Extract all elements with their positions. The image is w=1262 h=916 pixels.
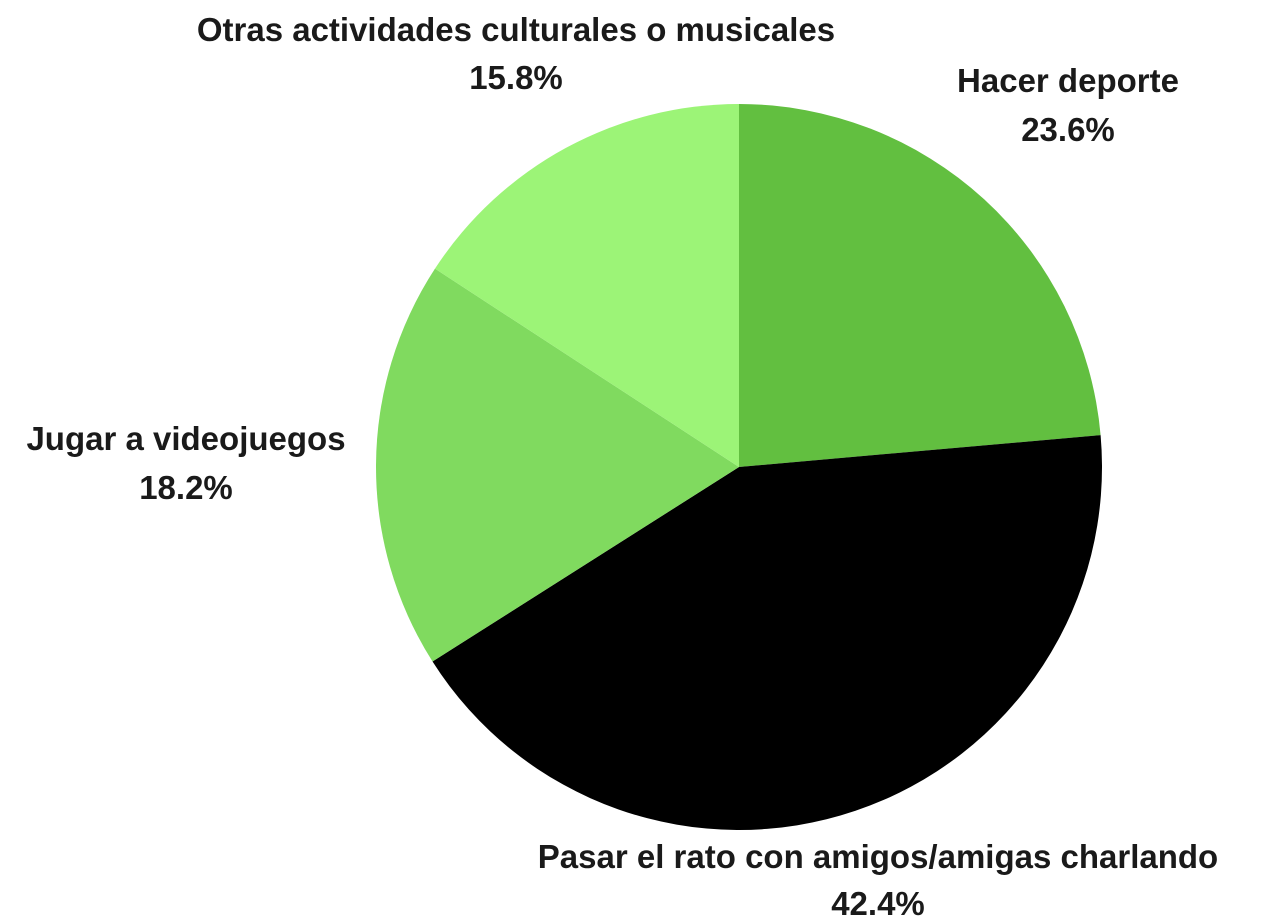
pie-slices <box>376 104 1103 831</box>
pie-slice-pasar-el-rato-con-amigos-amigas-charlando <box>432 435 1103 831</box>
pie-slice-otras-actividades-culturales-o-musicales <box>434 104 739 467</box>
pie-slice-jugar-a-videojuegos <box>376 268 739 662</box>
pie-slice-hacer-deporte <box>739 104 1101 467</box>
slice-label-otras-actividades: Otras actividades culturales o musicales <box>197 11 835 48</box>
slice-label-hacer-deporte: Hacer deporte <box>957 62 1179 99</box>
slice-label-pasar-el-rato: Pasar el rato con amigos/amigas charland… <box>538 838 1218 875</box>
slice-value-pasar-el-rato: 42.4% <box>831 885 925 916</box>
slice-value-otras-actividades: 15.8% <box>469 59 563 96</box>
slice-label-jugar-a-videojuegos: Jugar a videojuegos <box>26 420 345 457</box>
slice-value-jugar-a-videojuegos: 18.2% <box>139 469 233 506</box>
slice-value-hacer-deporte: 23.6% <box>1021 111 1115 148</box>
